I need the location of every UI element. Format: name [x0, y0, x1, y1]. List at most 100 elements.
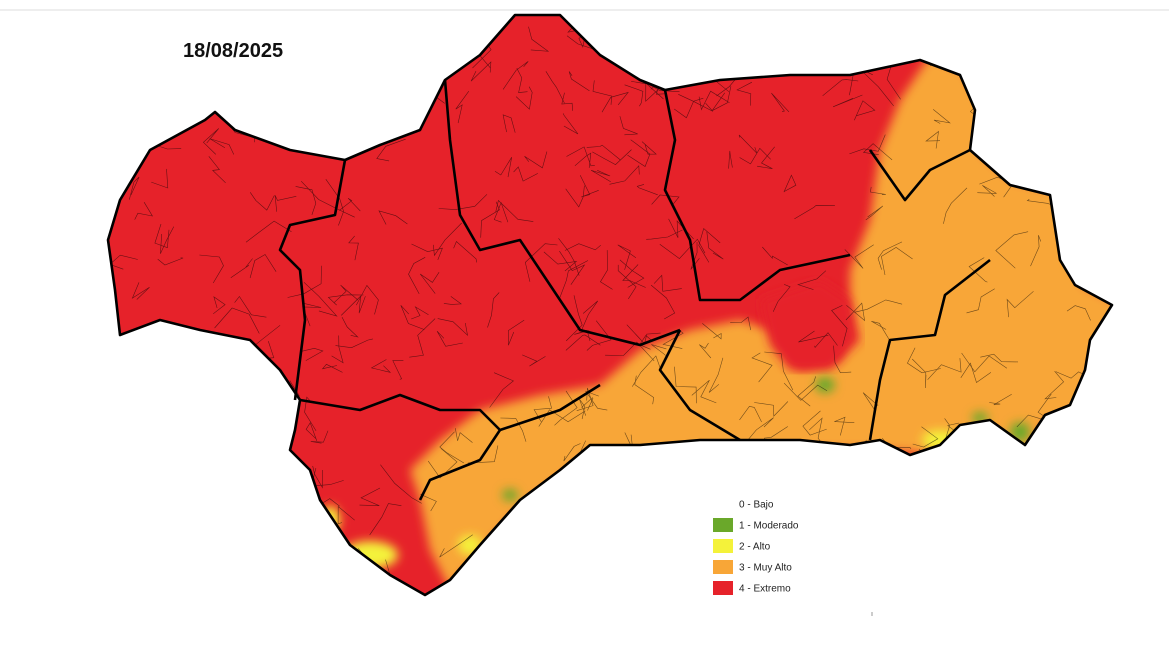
municipal-border — [295, 186, 317, 215]
legend-label: 2 - Alto — [739, 542, 771, 553]
municipal-border — [739, 405, 762, 423]
municipal-border — [651, 344, 667, 356]
municipal-border — [378, 210, 408, 225]
municipal-border — [659, 238, 706, 260]
municipal-border — [601, 91, 629, 113]
risk-fill — [108, 15, 1112, 630]
municipal-border — [216, 476, 232, 494]
municipal-border — [137, 334, 162, 353]
municipal-border — [568, 71, 590, 92]
municipal-border — [632, 489, 655, 523]
municipal-border — [771, 92, 790, 113]
municipal-border — [214, 307, 260, 334]
municipal-border — [595, 474, 619, 503]
municipal-border — [627, 139, 651, 167]
municipal-border — [1066, 305, 1091, 321]
municipal-border — [261, 21, 279, 42]
municipal-border — [609, 165, 640, 185]
municipal-border — [455, 428, 473, 443]
municipal-border — [566, 146, 595, 167]
municipal-border — [331, 335, 344, 364]
municipal-border — [1063, 186, 1095, 211]
municipal-border — [592, 80, 613, 105]
municipal-border — [775, 15, 796, 42]
municipal-border — [1025, 108, 1050, 117]
municipal-border — [834, 416, 855, 436]
municipal-border — [380, 464, 422, 504]
municipal-border — [933, 109, 951, 124]
municipal-border — [854, 100, 876, 121]
municipal-border — [641, 502, 658, 527]
municipal-border — [891, 36, 911, 50]
municipal-border — [327, 294, 364, 306]
municipal-border — [533, 396, 552, 423]
legend-label: 4 - Extremo — [739, 584, 791, 595]
municipal-border — [674, 366, 697, 404]
municipal-border — [562, 113, 579, 135]
municipal-border — [502, 61, 529, 90]
municipal-border — [407, 63, 419, 89]
municipal-border — [642, 449, 661, 470]
municipal-border — [626, 324, 661, 345]
municipal-border — [240, 15, 261, 43]
municipal-border — [362, 109, 397, 125]
municipal-border — [515, 86, 533, 110]
municipal-border — [211, 427, 251, 478]
municipal-border — [638, 19, 653, 39]
municipal-border — [1046, 498, 1080, 530]
municipal-border — [400, 305, 425, 330]
municipal-border — [1101, 342, 1112, 361]
municipal-border — [859, 489, 894, 530]
municipal-border — [524, 151, 548, 169]
municipal-border — [297, 543, 316, 562]
municipal-border — [108, 520, 141, 540]
municipal-border — [614, 459, 638, 487]
municipal-border — [124, 545, 158, 563]
municipal-border — [934, 452, 955, 469]
municipal-border — [480, 201, 500, 238]
municipal-border — [933, 500, 947, 538]
municipal-border — [1030, 235, 1042, 267]
municipal-border — [108, 379, 133, 405]
municipal-border — [112, 344, 142, 373]
municipal-border — [657, 470, 690, 503]
municipal-border — [968, 257, 988, 283]
municipal-border — [339, 197, 361, 212]
municipal-border — [411, 306, 429, 320]
municipal-border — [419, 272, 440, 294]
municipal-border — [116, 495, 140, 536]
municipal-border — [625, 568, 647, 585]
municipal-border — [132, 64, 150, 95]
municipal-border — [636, 184, 658, 196]
municipal-border — [192, 543, 216, 560]
municipal-border — [599, 250, 613, 290]
municipal-border — [739, 147, 771, 165]
municipal-border — [815, 478, 860, 502]
municipal-border — [877, 241, 903, 270]
municipal-border — [340, 295, 366, 316]
municipal-border — [249, 254, 277, 279]
municipal-border — [1028, 552, 1053, 582]
municipal-border — [564, 243, 601, 251]
municipal-border — [151, 168, 169, 189]
municipal-border — [797, 376, 816, 407]
municipal-border — [304, 396, 317, 432]
municipal-border — [1058, 210, 1075, 225]
risk-map — [106, 13, 1114, 630]
municipal-border — [219, 557, 240, 578]
municipal-border — [275, 401, 295, 428]
municipal-border — [881, 247, 913, 276]
municipal-border — [728, 150, 733, 169]
municipal-border — [581, 300, 599, 331]
municipal-border — [989, 394, 1012, 406]
municipal-border — [574, 152, 592, 168]
municipal-border — [624, 600, 638, 630]
municipal-border — [989, 34, 1000, 64]
municipal-border — [339, 558, 360, 580]
municipal-border — [990, 49, 1037, 67]
municipal-border — [264, 464, 282, 475]
legend-label: 1 - Moderado — [739, 521, 799, 532]
municipal-border — [699, 342, 712, 359]
municipal-border — [730, 316, 751, 331]
